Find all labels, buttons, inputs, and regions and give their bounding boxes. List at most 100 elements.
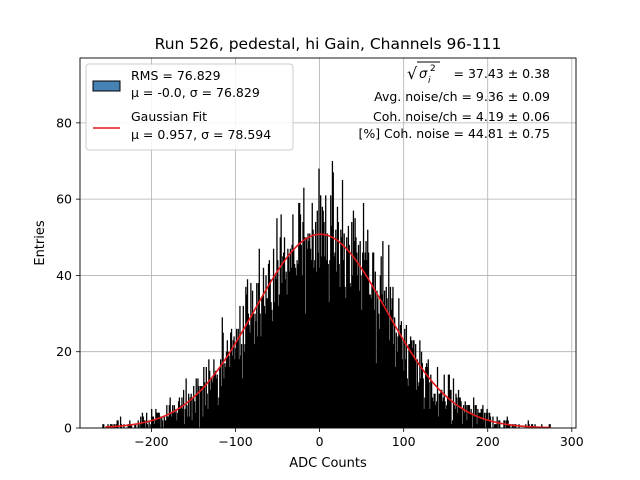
histogram-bar bbox=[250, 283, 252, 428]
histogram-bar bbox=[371, 283, 373, 428]
histogram-bar bbox=[178, 397, 181, 428]
histogram-bar bbox=[161, 420, 164, 428]
histogram-bar bbox=[426, 366, 429, 428]
histogram-bar bbox=[347, 225, 350, 428]
histogram-bar bbox=[116, 420, 118, 428]
legend-fit-label-line2: μ = 0.957, σ = 78.594 bbox=[131, 127, 271, 142]
histogram-bar bbox=[195, 378, 197, 428]
histogram-bar bbox=[117, 420, 119, 428]
histogram-bar bbox=[354, 218, 356, 428]
histogram-bar bbox=[328, 302, 330, 428]
histogram-bar bbox=[362, 252, 364, 428]
histogram-bar bbox=[276, 218, 278, 428]
histogram-bar bbox=[378, 313, 380, 428]
histogram-bar bbox=[343, 233, 345, 428]
histogram-bar bbox=[176, 420, 178, 428]
histogram-bar bbox=[138, 424, 140, 428]
histogram-bar bbox=[334, 252, 336, 428]
histogram-bar bbox=[314, 260, 316, 428]
histogram-bar bbox=[318, 168, 320, 428]
histogram-bar bbox=[174, 412, 176, 428]
annotation-sigma-i: √ σ i 2 = 37.43 ± 0.38 bbox=[407, 61, 551, 86]
histogram-bars bbox=[102, 160, 551, 428]
histogram-bar bbox=[165, 420, 167, 428]
histogram-bar bbox=[266, 298, 268, 428]
histogram-bar bbox=[172, 412, 175, 428]
histogram-bar bbox=[420, 378, 422, 428]
annotation-sigma-i-value: = 37.43 ± 0.38 bbox=[454, 66, 551, 81]
histogram-bar bbox=[452, 420, 454, 428]
histogram-bar bbox=[261, 298, 263, 428]
histogram-bar bbox=[213, 359, 215, 428]
histogram-bar bbox=[494, 424, 497, 428]
histogram-bar bbox=[357, 275, 359, 428]
histogram-bar bbox=[287, 248, 289, 428]
histogram-bar bbox=[191, 420, 193, 428]
histogram-bar bbox=[437, 416, 439, 428]
histogram-bar bbox=[156, 412, 159, 428]
histogram-bar bbox=[240, 355, 242, 428]
histogram-bar bbox=[274, 275, 276, 428]
histogram-bar bbox=[446, 405, 448, 428]
histogram-bar bbox=[206, 393, 208, 428]
histogram-bar bbox=[477, 408, 479, 428]
y-tick-label: 80 bbox=[56, 115, 72, 130]
y-tick-label: 60 bbox=[56, 192, 72, 207]
histogram-bar bbox=[273, 302, 276, 428]
histogram-bar bbox=[411, 347, 413, 428]
histogram-bar bbox=[527, 420, 529, 428]
histogram-bar bbox=[339, 286, 341, 428]
histogram-bar bbox=[399, 332, 401, 428]
histogram-bar bbox=[234, 359, 236, 428]
histogram-bar bbox=[224, 363, 226, 428]
histogram-bar bbox=[381, 294, 383, 428]
histogram-bar bbox=[409, 344, 411, 428]
histogram-bar bbox=[103, 424, 105, 428]
histogram-bar bbox=[275, 279, 277, 428]
histogram-bar bbox=[444, 401, 446, 428]
histogram-bar bbox=[196, 393, 198, 428]
histogram-bar bbox=[365, 241, 367, 428]
histogram-bar bbox=[498, 420, 500, 428]
legend-fit-label-line1: Gaussian Fit bbox=[131, 109, 207, 124]
histogram-bar bbox=[348, 244, 350, 428]
histogram-bar bbox=[280, 214, 282, 428]
x-tick-label: 100 bbox=[392, 434, 416, 449]
histogram-bar bbox=[313, 267, 315, 428]
histogram-bar bbox=[238, 359, 240, 428]
histogram-bar bbox=[310, 260, 313, 428]
chart-title: Run 526, pedestal, hi Gain, Channels 96-… bbox=[155, 35, 502, 53]
histogram-bar bbox=[231, 355, 234, 428]
histogram-bar bbox=[375, 363, 377, 428]
histogram-bar bbox=[509, 424, 511, 428]
histogram-bar bbox=[219, 366, 221, 428]
histogram-bar bbox=[349, 283, 351, 428]
histogram-bar bbox=[152, 416, 155, 428]
histogram-bar bbox=[247, 313, 250, 428]
histogram-bar bbox=[392, 286, 394, 428]
histogram-bar bbox=[350, 286, 352, 428]
histogram-bar bbox=[222, 332, 224, 428]
histogram-bar bbox=[367, 252, 370, 428]
histogram-bar bbox=[201, 386, 203, 428]
histogram-bar bbox=[211, 382, 213, 428]
histogram-bar bbox=[218, 397, 220, 428]
histogram-bar bbox=[293, 248, 295, 428]
histogram-bar bbox=[380, 256, 382, 428]
histogram-bar bbox=[385, 286, 387, 428]
histogram-bar bbox=[270, 302, 272, 428]
histogram-bar bbox=[446, 397, 449, 428]
histogram-bar bbox=[382, 241, 384, 428]
histogram-bar bbox=[468, 405, 471, 428]
histogram-bar bbox=[396, 351, 398, 428]
histogram-bar bbox=[467, 405, 470, 428]
histogram-bar bbox=[443, 374, 445, 428]
histogram-bar bbox=[267, 263, 270, 428]
histogram-bar bbox=[241, 378, 244, 428]
histogram-bar bbox=[263, 305, 265, 428]
histogram-bar bbox=[177, 401, 180, 428]
histogram-bar bbox=[284, 279, 286, 428]
histogram-bar bbox=[409, 336, 412, 428]
histogram-bar bbox=[217, 405, 219, 428]
histogram-bar bbox=[403, 370, 405, 428]
